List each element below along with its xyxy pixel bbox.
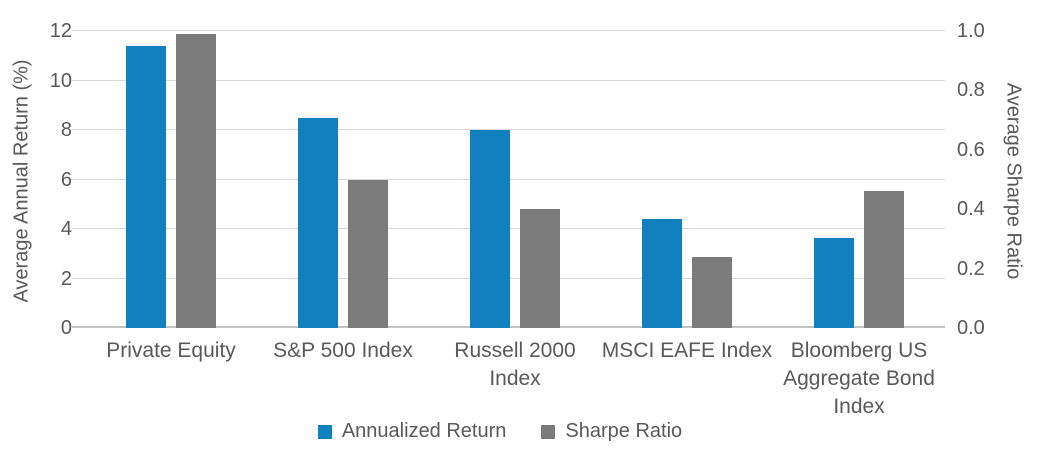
x-category-label: Bloomberg US Aggregate Bond Index: [783, 339, 935, 418]
left-axis-tick-label: 6: [60, 168, 72, 191]
left-axis-tick-label: 10: [49, 69, 72, 92]
legend: Annualized Return Sharpe Ratio: [0, 420, 1000, 443]
x-category-label: Private Equity: [106, 339, 236, 362]
left-axis-tick-label: 0: [60, 317, 72, 339]
gridline: [72, 30, 945, 31]
legend-item: Annualized Return: [317, 420, 507, 443]
left-axis-ticks: 0 2 4 6 8 10 12: [0, 21, 72, 338]
bar-sharpe-ratio: [348, 179, 388, 328]
legend-item: Sharpe Ratio: [541, 420, 682, 443]
right-axis-tick-label: 0.4: [957, 198, 985, 221]
x-category-label: MSCI EAFE Index: [601, 339, 773, 362]
x-category-label: S&P 500 Index: [273, 339, 413, 362]
legend-swatch-icon: [541, 424, 556, 439]
right-axis-ticks: 0.0 0.2 0.4 0.6 0.8 1.0: [957, 21, 1029, 338]
bar-sharpe-ratio: [864, 191, 904, 328]
category-group: [773, 31, 945, 328]
left-axis-tick-label: 8: [60, 119, 72, 141]
right-axis-tick-label: 1.0: [957, 20, 985, 42]
left-axis-tick-label: 12: [49, 20, 72, 42]
bar-annualized-return: [298, 117, 338, 328]
bar-sharpe-ratio: [692, 256, 732, 328]
bar-annualized-return: [814, 237, 854, 328]
category-group: [257, 31, 429, 328]
x-axis-category-labels: Private Equity S&P 500 Index Russell 2000 …: [85, 337, 945, 421]
category-group: [601, 31, 773, 328]
right-axis-tick-label: 0.0: [957, 317, 985, 339]
right-axis-tick-label: 0.8: [957, 79, 985, 102]
legend-label: Sharpe Ratio: [565, 420, 683, 442]
bar-annualized-return: [642, 219, 682, 328]
left-axis-tick-label: 2: [60, 267, 72, 290]
gridline: [72, 129, 945, 130]
legend-swatch-icon: [317, 424, 332, 439]
right-axis-tick-label: 0.6: [957, 138, 985, 161]
bar-annualized-return: [126, 45, 166, 328]
bar-sharpe-ratio: [176, 33, 216, 328]
bar-annualized-return: [470, 130, 510, 328]
category-group: [85, 31, 257, 328]
right-axis-tick-label: 0.2: [957, 257, 985, 280]
x-category-label: Russell 2000 Index: [454, 339, 576, 390]
bar-sharpe-ratio: [520, 209, 560, 328]
category-group: [429, 31, 601, 328]
legend-label: Annualized Return: [341, 420, 507, 442]
plot-area: [72, 30, 945, 328]
gridline: [72, 79, 945, 81]
left-axis-tick-label: 4: [60, 218, 72, 240]
